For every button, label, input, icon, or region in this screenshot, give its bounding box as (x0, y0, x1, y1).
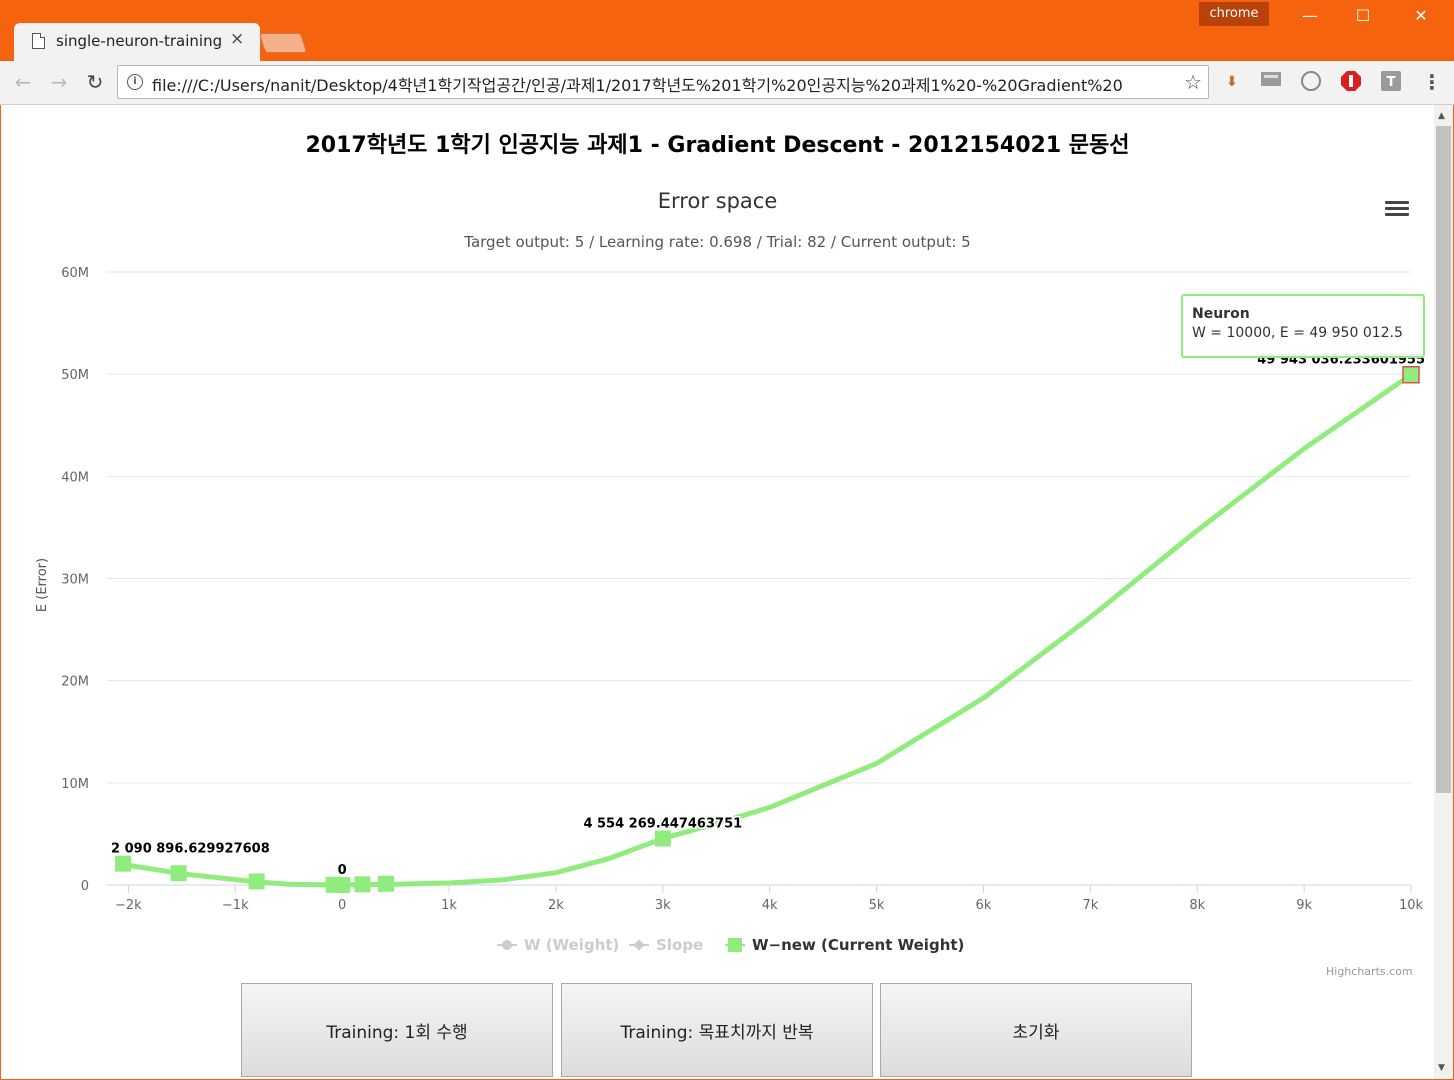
x-tick-label: 9k (1296, 898, 1312, 913)
profile-badge[interactable]: chrome (1199, 2, 1269, 26)
data-label: 4 554 269.447463751 (583, 816, 742, 831)
tooltip-series: Neuron (1192, 306, 1250, 322)
info-icon[interactable]: i (127, 74, 143, 90)
minimize-button[interactable]: — (1302, 6, 1318, 25)
y-tick-label: 40M (61, 470, 89, 485)
reset-button[interactable]: 초기화 (880, 983, 1192, 1077)
series-marker (377, 875, 394, 892)
data-label: 0 (338, 863, 347, 878)
news-icon[interactable] (1260, 70, 1282, 88)
browser-toolbar: ← → ↻ i file:///C:/Users/nanit/Desktop/4… (0, 61, 1454, 105)
x-tick-label: 3k (655, 898, 671, 913)
train-until-target-button[interactable]: Training: 목표치까지 반복 (561, 983, 873, 1077)
page-title: 2017학년도 1학기 인공지능 과제1 - Gradient Descent … (305, 133, 1130, 158)
series-line (117, 372, 1413, 888)
adblock-icon[interactable] (1340, 70, 1362, 92)
svg-text:T: T (1387, 75, 1396, 90)
legend-item-label: W (Weight) (524, 936, 619, 954)
series-marker (1402, 365, 1420, 384)
chart-tooltip: Neuron W = 10000, E = 49 950 012.5 (1181, 294, 1425, 358)
x-tick-label: 6k (976, 898, 992, 913)
x-tick-label: 4k (762, 898, 778, 913)
browser-tab[interactable]: single-neuron-training × (14, 23, 260, 61)
chart-title: Error space (657, 189, 778, 213)
y-tick-label: 20M (61, 675, 89, 690)
error-space-chart: −2k −1k 0 1k 2k 3k 4k 5k 6k 7k 8k 9k 10k 0 10M 20M 30M 4… (35, 266, 1427, 954)
tooltip-point: W = 10000, E = 49 950 012.5 (1192, 325, 1403, 341)
series-marker (334, 877, 351, 893)
data-label: 2 090 896.629927608 (111, 842, 270, 857)
tab-title: single-neuron-training (56, 32, 223, 50)
legend-marker (728, 938, 742, 952)
reload-button[interactable]: ↻ (86, 70, 104, 94)
scroll-down-icon[interactable]: ▼ (1438, 1063, 1445, 1073)
chart-subtitle: Target output: 5 / Learning rate: 0.698 … (464, 233, 971, 251)
y-axis-ticks: 0 10M 20M 30M 40M 50M 60M (61, 266, 89, 894)
series-marker (248, 873, 265, 890)
y-tick-label: 0 (81, 879, 89, 894)
series-group (115, 365, 1420, 893)
bookmark-star-icon[interactable]: ☆ (1184, 70, 1202, 94)
www-icon[interactable] (1300, 70, 1322, 92)
legend-item-label: W−new (Current Weight) (752, 936, 964, 954)
scroll-up-icon[interactable]: ▲ (1438, 111, 1445, 121)
menu-icon[interactable]: ⋮ (1422, 70, 1442, 94)
y-tick-label: 30M (61, 573, 89, 588)
highcharts-credit[interactable]: Highcharts.com (1326, 965, 1413, 978)
x-tick-label: 0 (338, 898, 346, 913)
x-tick-label: 5k (869, 898, 885, 913)
x-tick-label: 10k (1399, 898, 1424, 913)
new-tab-button[interactable] (258, 33, 308, 53)
x-tick-label: −1k (222, 898, 249, 913)
tab-close-icon[interactable]: × (230, 29, 245, 49)
series-marker (170, 865, 187, 882)
download-icon[interactable]: ⬇ (1226, 74, 1238, 90)
series-marker (115, 855, 132, 872)
x-tick-label: 1k (441, 898, 457, 913)
vertical-scrollbar[interactable]: ▲ ▼ (1434, 105, 1453, 1079)
y-tick-label: 60M (61, 266, 89, 281)
t-icon[interactable]: T (1380, 70, 1402, 92)
grid-lines (107, 271, 1411, 886)
y-tick-label: 10M (61, 777, 89, 792)
scrollbar-thumb[interactable] (1436, 126, 1451, 793)
page-content: 2017학년도 1학기 인공지능 과제1 - Gradient Descent … (1, 105, 1434, 1079)
close-window-button[interactable]: ✕ (1414, 6, 1428, 25)
legend-item-label: Slope (656, 936, 703, 954)
y-tick-label: 50M (61, 368, 89, 383)
chart-legend[interactable]: W (Weight) Slope W−new (Current Weight) (497, 936, 964, 954)
train-once-button[interactable]: Training: 1회 수행 (241, 983, 553, 1077)
address-bar[interactable]: i file:///C:/Users/nanit/Desktop/4학년1학기작… (117, 65, 1209, 99)
series-marker (354, 876, 371, 893)
y-axis-label: E (Error) (35, 558, 50, 612)
url-text[interactable]: file:///C:/Users/nanit/Desktop/4학년1학기작업공… (152, 76, 1123, 95)
x-tick-label: −2k (115, 898, 142, 913)
x-axis-ticks: −2k −1k 0 1k 2k 3k 4k 5k 6k 7k 8k 9k 10k (115, 885, 1424, 913)
maximize-button[interactable]: ☐ (1355, 6, 1371, 25)
x-tick-label: 8k (1189, 898, 1205, 913)
x-tick-label: 2k (548, 898, 564, 913)
back-button[interactable]: ← (14, 70, 32, 94)
forward-button[interactable]: → (50, 70, 68, 94)
x-tick-label: 7k (1082, 898, 1098, 913)
legend-marker (633, 939, 645, 951)
series-marker (654, 830, 671, 847)
document-icon (32, 33, 45, 49)
chart-menu-icon[interactable] (1385, 201, 1409, 221)
legend-marker (502, 940, 512, 950)
